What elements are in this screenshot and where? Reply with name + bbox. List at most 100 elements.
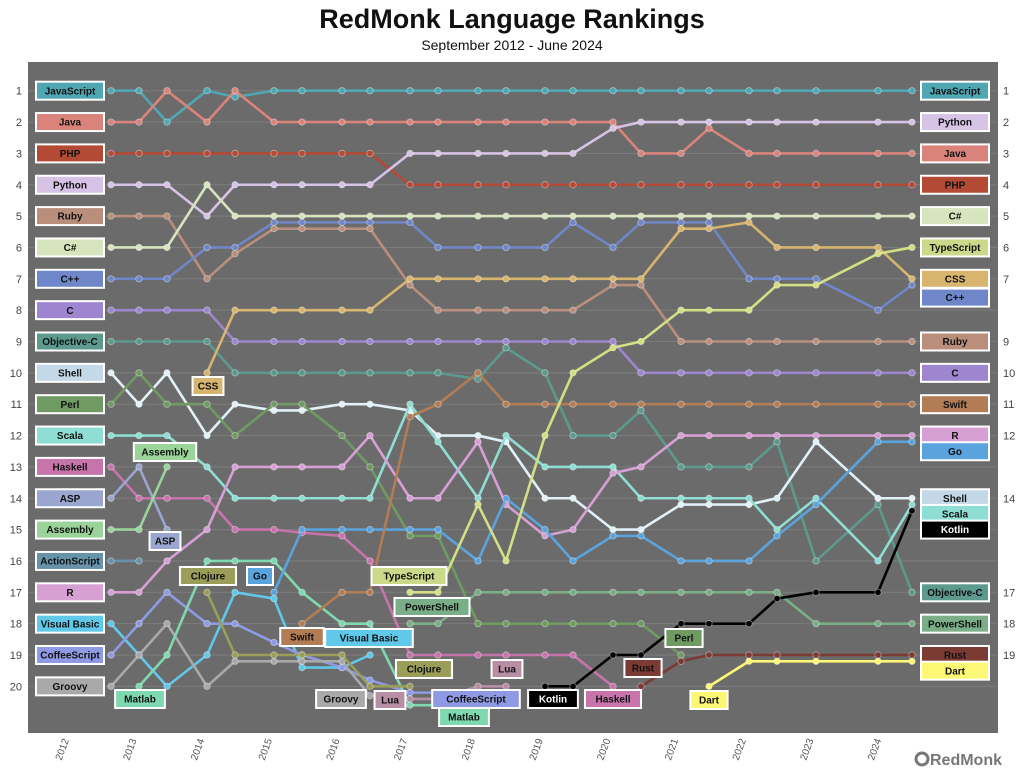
data-point xyxy=(434,243,442,252)
data-point xyxy=(745,400,753,408)
rank-tick-label: 5 xyxy=(1003,211,1009,223)
data-point xyxy=(502,149,510,157)
data-point xyxy=(366,118,374,126)
label-text: C# xyxy=(949,212,962,223)
data-point xyxy=(637,400,645,408)
right-series-label: JavaScript xyxy=(920,80,990,101)
data-point xyxy=(366,87,374,95)
data-point xyxy=(270,306,278,314)
label-box xyxy=(623,658,663,678)
data-point xyxy=(569,525,577,534)
data-point xyxy=(270,212,278,220)
data-point xyxy=(474,306,482,314)
data-point xyxy=(474,588,482,596)
data-point xyxy=(270,181,278,189)
data-point xyxy=(609,212,617,220)
data-point xyxy=(135,400,143,408)
data-point xyxy=(203,400,211,408)
data-point xyxy=(569,682,577,690)
data-point xyxy=(231,620,239,628)
rank-tick-label: 14 xyxy=(10,493,22,505)
data-point xyxy=(474,431,482,440)
label-box xyxy=(920,287,990,308)
data-point xyxy=(107,87,115,95)
data-point xyxy=(298,212,306,220)
label-box xyxy=(35,80,105,101)
label-text: Dart xyxy=(945,666,966,677)
data-point xyxy=(609,469,617,477)
label-box xyxy=(315,689,367,709)
data-point xyxy=(270,406,278,415)
data-point xyxy=(745,181,753,189)
data-point xyxy=(502,181,510,189)
data-point xyxy=(609,118,617,126)
inline-series-label: Go xyxy=(246,566,274,586)
label-box xyxy=(583,689,643,709)
series-r xyxy=(107,431,916,596)
data-point xyxy=(812,431,820,440)
data-point xyxy=(502,212,510,220)
inline-series-label: Haskell xyxy=(583,689,643,709)
data-point xyxy=(569,218,577,226)
data-point xyxy=(677,181,685,189)
data-point xyxy=(569,149,577,157)
data-point xyxy=(338,620,346,628)
data-point xyxy=(874,181,882,189)
data-point xyxy=(677,306,685,314)
data-point xyxy=(203,275,211,283)
label-box xyxy=(920,331,990,352)
series-powershell xyxy=(406,588,916,628)
label-box xyxy=(664,628,704,648)
chart-title: RedMonk Language Rankings xyxy=(319,4,705,34)
left-series-label: Visual Basic xyxy=(35,613,105,634)
label-text: CSS xyxy=(945,274,966,285)
data-point xyxy=(406,181,414,189)
data-point xyxy=(231,431,239,440)
year-tick-label: 2018 xyxy=(460,737,478,762)
inline-series-label: Rust xyxy=(623,658,663,678)
data-point xyxy=(270,657,278,665)
data-point xyxy=(637,87,645,95)
inline-series-label: Assembly xyxy=(132,442,198,462)
data-point xyxy=(908,212,916,220)
data-point xyxy=(812,243,820,252)
inline-series-label: Perl xyxy=(664,628,704,648)
rank-tick-label: 7 xyxy=(1003,274,1009,286)
data-point xyxy=(298,494,306,502)
series-matlab xyxy=(135,557,442,709)
series-actionscript xyxy=(107,557,143,565)
data-point xyxy=(163,463,171,471)
data-point xyxy=(203,557,211,565)
plot-background xyxy=(28,62,998,733)
data-point xyxy=(569,463,577,471)
label-box xyxy=(438,707,490,727)
data-point xyxy=(637,281,645,289)
data-point xyxy=(569,620,577,628)
label-text: JavaScript xyxy=(45,86,96,97)
data-point xyxy=(366,337,374,346)
data-point xyxy=(163,620,171,628)
data-point xyxy=(502,651,510,659)
data-point xyxy=(773,651,781,659)
data-point xyxy=(366,682,374,690)
label-text: Assembly xyxy=(46,525,94,536)
data-point xyxy=(908,149,916,157)
data-point xyxy=(745,463,753,471)
data-point xyxy=(874,494,882,502)
label-box xyxy=(920,362,990,383)
rank-tick-label: 6 xyxy=(16,242,22,254)
data-point xyxy=(107,369,115,377)
data-point xyxy=(270,369,278,377)
right-series-label: Java xyxy=(920,143,990,164)
data-point xyxy=(908,431,916,440)
data-point xyxy=(502,588,510,596)
data-point xyxy=(338,431,346,440)
data-point xyxy=(745,306,753,314)
data-point xyxy=(434,588,442,596)
rank-tick-label: 13 xyxy=(10,462,22,474)
data-point xyxy=(609,525,617,534)
series-line xyxy=(110,466,614,688)
data-point xyxy=(298,181,306,189)
label-text: C# xyxy=(64,243,77,254)
right-series-label: TypeScript xyxy=(920,237,990,258)
